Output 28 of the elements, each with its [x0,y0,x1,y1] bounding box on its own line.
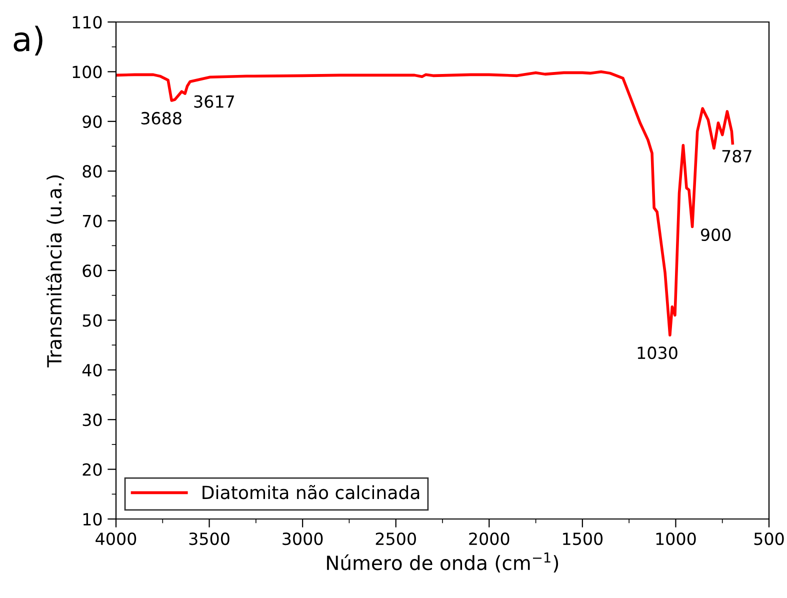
y-tick-label: 80 [82,165,102,178]
x-tick-label: 1500 [563,532,603,546]
x-tick-label: 500 [754,532,784,546]
chart-title: a) [14,26,42,56]
annotation: 3688 [141,112,182,125]
x-tick-label: 1000 [656,532,696,546]
y-tick-label: 60 [82,264,102,278]
y-tick-label: 20 [82,463,102,476]
x-tick-label: 3000 [282,532,323,546]
legend-label: Diatomita não calcinada [202,484,420,500]
annotation: 3617 [194,95,234,108]
y-tick-label: 100 [72,66,102,78]
y-tick-label: 90 [82,115,102,128]
y-tick-label: 40 [82,364,102,376]
y-tick-label: 110 [72,16,102,29]
y-tick-label: 70 [82,214,102,228]
x-axis-title: Número de onda (cm$^{−1}$) [327,552,558,572]
y-tick-label: 30 [82,414,102,426]
y-axis-title: Transmitância (u.a.) [46,175,64,368]
y-tick-label: 50 [82,314,102,327]
annotation: 900 [700,228,731,242]
y-tick-label: 10 [83,512,102,526]
x-tick-label: 2500 [376,532,416,546]
x-tick-label: 2000 [469,532,510,546]
annotation: 1030 [638,346,678,360]
x-tick-label: 4000 [96,532,136,546]
x-tick-label: 3500 [189,532,230,546]
annotation: 787 [722,150,752,163]
